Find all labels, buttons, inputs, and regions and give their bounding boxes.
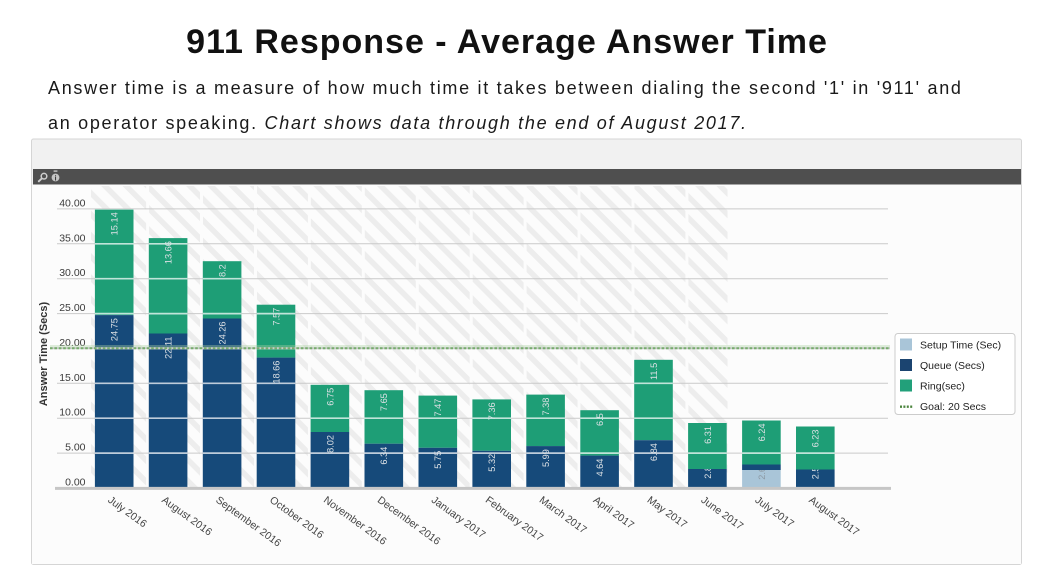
- svg-text:Queue (Secs): Queue (Secs): [920, 360, 985, 372]
- svg-text:Goal: 20 Secs: Goal: 20 Secs: [920, 401, 986, 413]
- svg-text:7.38: 7.38: [541, 398, 551, 416]
- svg-text:5.75: 5.75: [433, 451, 443, 469]
- svg-text:11.5: 11.5: [649, 363, 659, 380]
- svg-text:6.75: 6.75: [325, 388, 335, 406]
- svg-text:6.5: 6.5: [595, 413, 605, 426]
- svg-text:25.00: 25.00: [59, 302, 85, 314]
- svg-text:2.6: 2.6: [757, 467, 767, 480]
- svg-text:40.00: 40.00: [59, 197, 85, 209]
- svg-text:8.02: 8.02: [325, 435, 335, 453]
- svg-text:2.8: 2.8: [703, 466, 713, 479]
- svg-text:8.2: 8.2: [218, 264, 228, 277]
- svg-text:7.47: 7.47: [433, 399, 443, 417]
- svg-text:6.84: 6.84: [649, 443, 659, 461]
- svg-text:6.24: 6.24: [757, 424, 767, 442]
- svg-text:10.00: 10.00: [59, 407, 85, 419]
- svg-text:i: i: [54, 173, 56, 182]
- svg-text:7.57: 7.57: [271, 308, 281, 326]
- svg-text:Ring(sec): Ring(sec): [920, 381, 965, 393]
- svg-text:30.00: 30.00: [59, 267, 85, 279]
- svg-text:4.64: 4.64: [595, 459, 605, 477]
- svg-text:Answer Time (Secs): Answer Time (Secs): [38, 301, 50, 406]
- svg-text:2.5: 2.5: [811, 467, 821, 480]
- svg-text:18.66: 18.66: [271, 361, 281, 384]
- svg-text:13.66: 13.66: [164, 241, 174, 264]
- svg-text:6.34: 6.34: [379, 447, 389, 465]
- svg-text:15.00: 15.00: [59, 372, 85, 384]
- svg-text:24.75: 24.75: [110, 318, 120, 341]
- svg-text:6.23: 6.23: [811, 430, 821, 448]
- svg-text:7.36: 7.36: [487, 402, 497, 420]
- svg-text:0.00: 0.00: [65, 477, 86, 489]
- svg-text:5.00: 5.00: [65, 442, 86, 454]
- svg-text:6.31: 6.31: [703, 426, 713, 444]
- svg-text:5.32: 5.32: [487, 454, 497, 472]
- svg-text:7.65: 7.65: [379, 393, 389, 411]
- svg-text:15.14: 15.14: [110, 212, 120, 235]
- svg-text:24.26: 24.26: [218, 322, 228, 345]
- svg-text:35.00: 35.00: [59, 232, 85, 244]
- svg-text:Setup Time (Sec): Setup Time (Sec): [920, 340, 1001, 352]
- svg-text:5.99: 5.99: [541, 449, 551, 467]
